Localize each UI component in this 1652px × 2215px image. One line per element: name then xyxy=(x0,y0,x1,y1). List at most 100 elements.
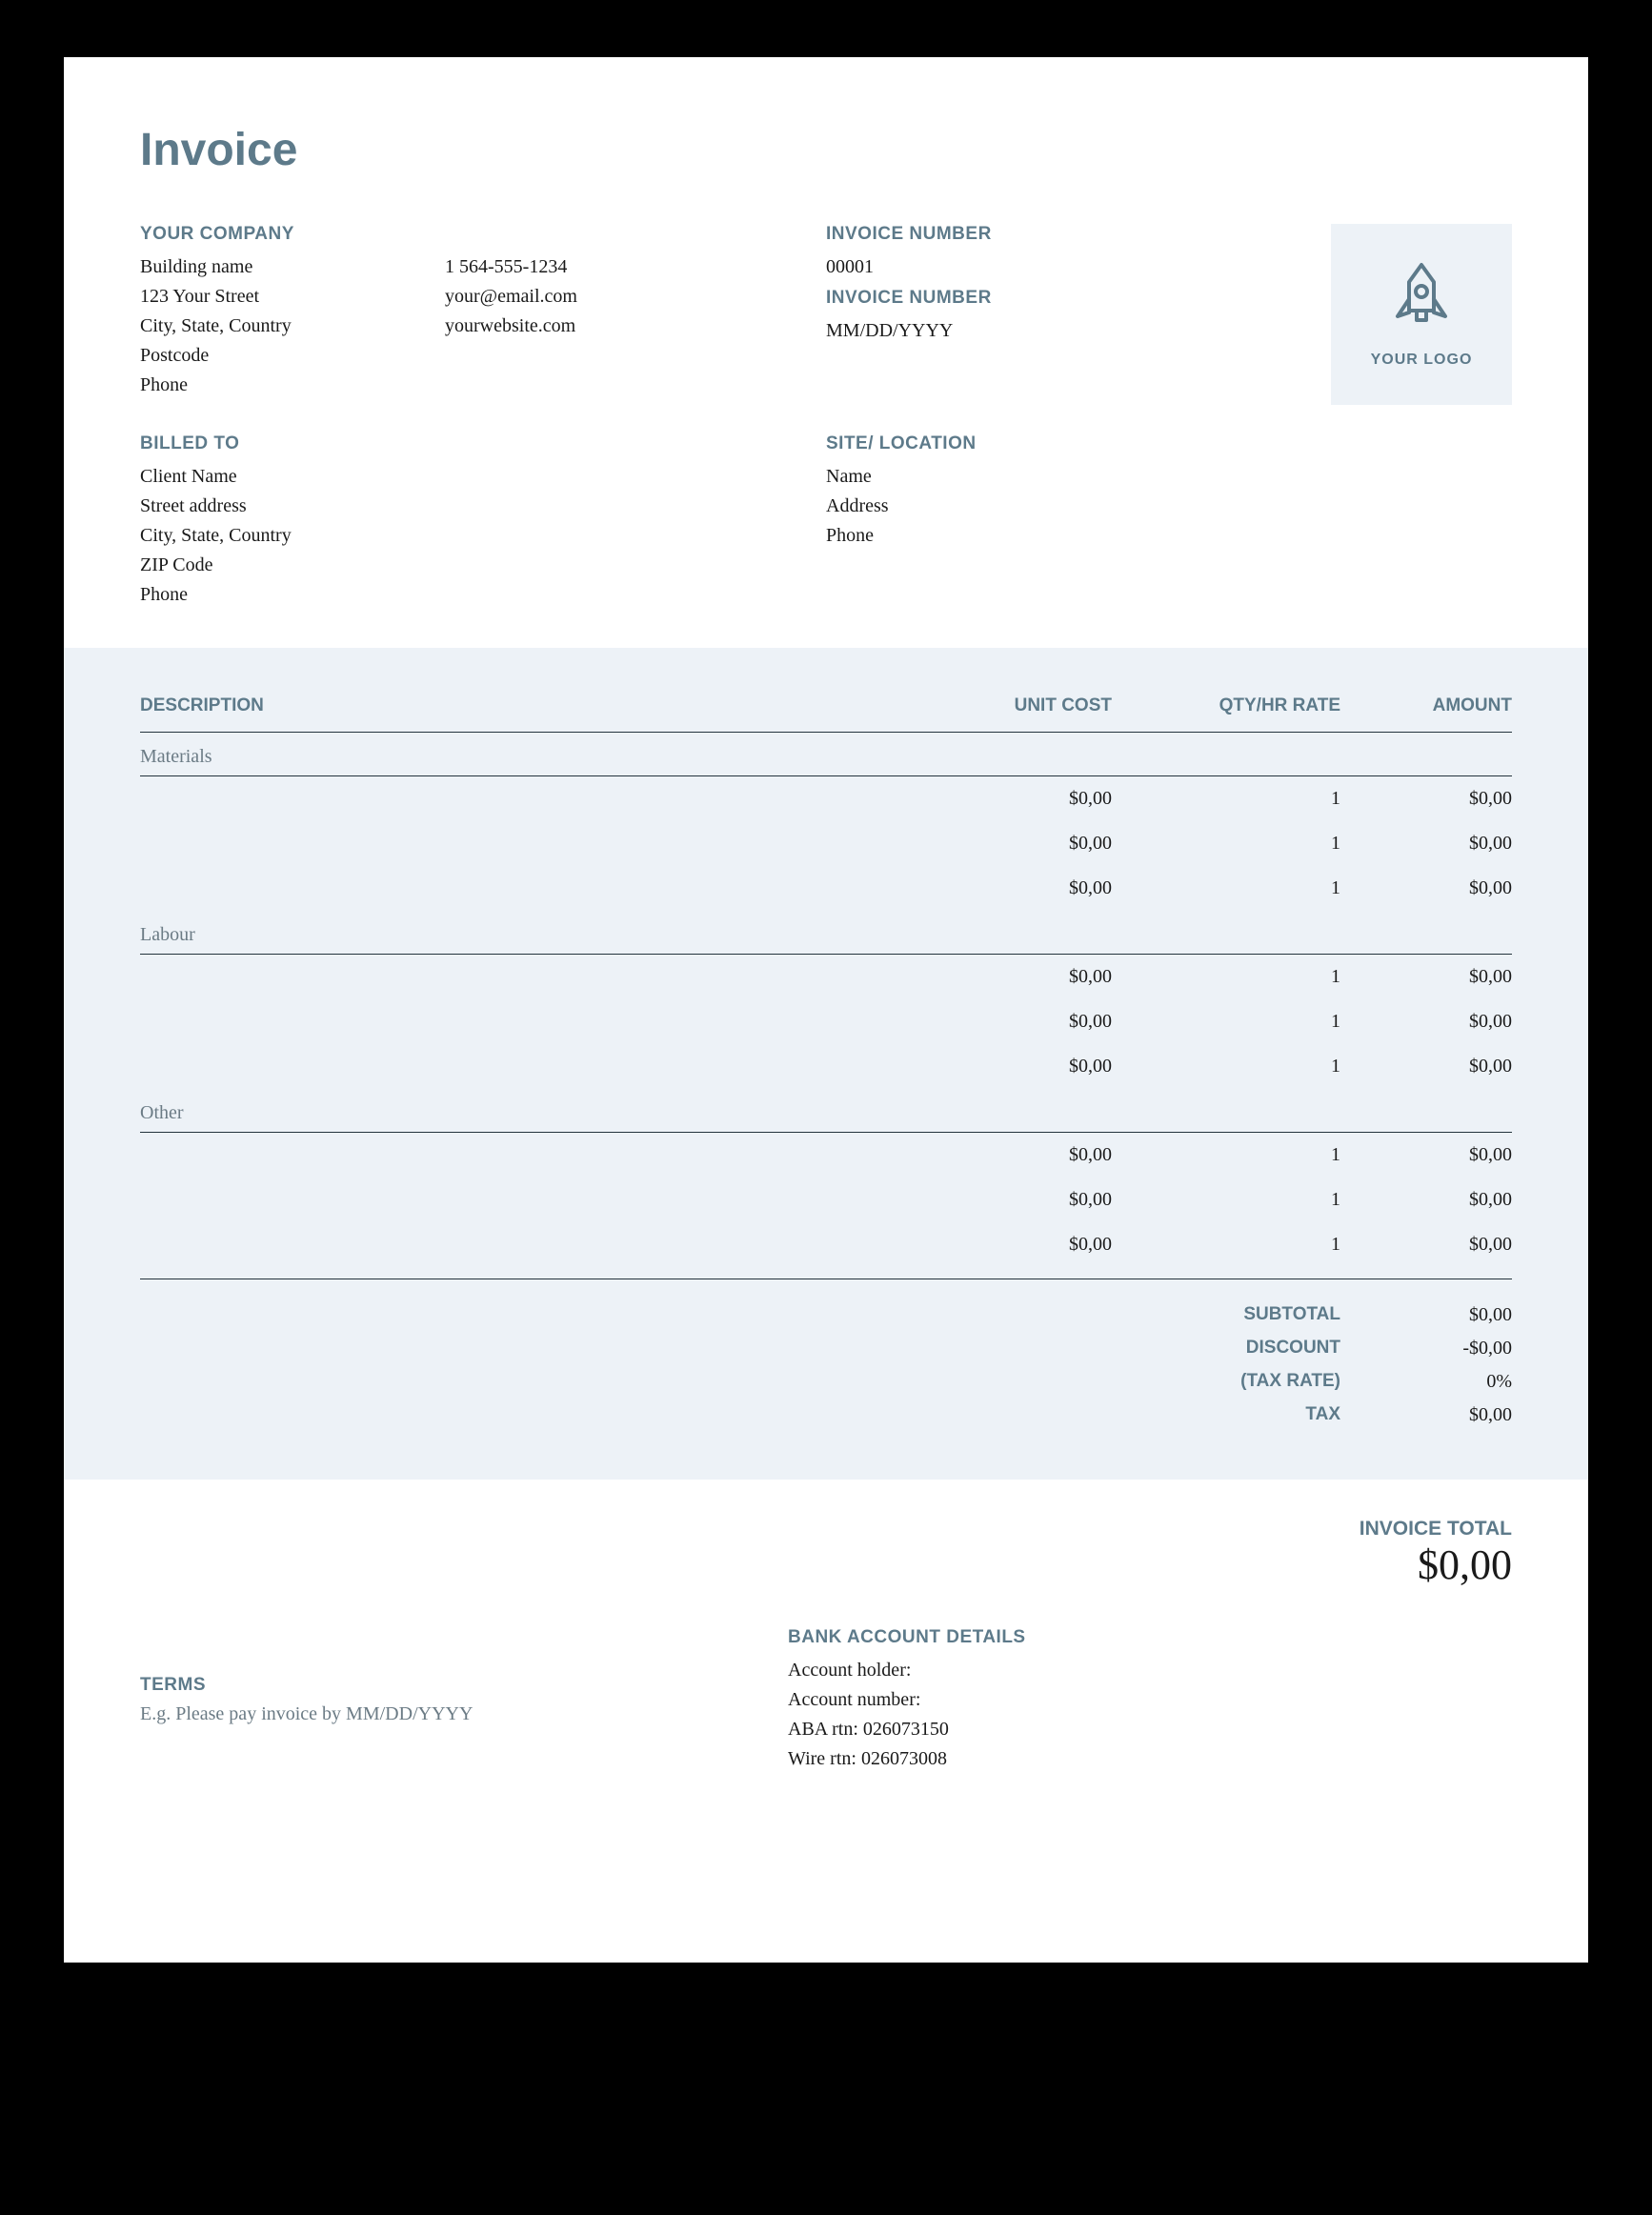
col-header-qty: QTY/HR RATE xyxy=(1112,695,1340,716)
invoice-total-label: INVOICE TOTAL xyxy=(140,1518,1512,1540)
col-header-description: DESCRIPTION xyxy=(140,695,902,716)
cell-amount: $0,00 xyxy=(1340,1056,1512,1077)
invoice-meta-block: INVOICE NUMBER 00001 INVOICE NUMBER MM/D… xyxy=(826,224,1169,405)
billed-line: City, State, Country xyxy=(140,521,712,551)
invoice-number-label: INVOICE NUMBER xyxy=(826,224,1169,245)
company-line: 123 Your Street xyxy=(140,282,407,312)
billed-block: BILLED TO Client Name Street address Cit… xyxy=(140,433,712,610)
invoice-total-value: $0,00 xyxy=(140,1540,1512,1589)
group-label: Other xyxy=(140,1089,1512,1133)
invoice-total-block: INVOICE TOTAL $0,00 xyxy=(140,1518,1512,1589)
cell-qty: 1 xyxy=(1112,1144,1340,1166)
cell-qty: 1 xyxy=(1112,833,1340,855)
cell-description xyxy=(140,1011,902,1033)
terms-text: E.g. Please pay invoice by MM/DD/YYYY xyxy=(140,1703,788,1725)
cell-description xyxy=(140,1056,902,1077)
bank-line: ABA rtn: 026073150 xyxy=(788,1715,1512,1744)
cell-description xyxy=(140,877,902,899)
cell-unit-cost: $0,00 xyxy=(902,966,1112,988)
header-row-2: BILLED TO Client Name Street address Cit… xyxy=(140,433,1512,610)
col-header-amount: AMOUNT xyxy=(1340,695,1512,716)
table-row: $0,001$0,00 xyxy=(140,1044,1512,1089)
billed-line: ZIP Code xyxy=(140,551,712,580)
cell-qty: 1 xyxy=(1112,1234,1340,1256)
contact-block: 1 564-555-1234 your@email.com yourwebsit… xyxy=(445,224,712,405)
logo-placeholder: YOUR LOGO xyxy=(1331,224,1512,405)
summary-row: TAX$0,00 xyxy=(140,1399,1512,1432)
group-label: Labour xyxy=(140,911,1512,955)
bank-block: BANK ACCOUNT DETAILS Account holder: Acc… xyxy=(788,1627,1512,1774)
cell-description xyxy=(140,1189,902,1211)
logo-column: YOUR LOGO xyxy=(1207,224,1512,405)
bank-label: BANK ACCOUNT DETAILS xyxy=(788,1627,1512,1648)
group-label: Materials xyxy=(140,733,1512,776)
table-row: $0,001$0,00 xyxy=(140,821,1512,866)
table-row: $0,001$0,00 xyxy=(140,866,1512,911)
site-line: Phone xyxy=(826,521,1169,551)
table-body: Materials$0,001$0,00$0,001$0,00$0,001$0,… xyxy=(140,733,1512,1267)
line-items-table: DESCRIPTION UNIT COST QTY/HR RATE AMOUNT… xyxy=(140,695,1512,1432)
summary-row: (TAX RATE)0% xyxy=(140,1365,1512,1399)
summary-value: -$0,00 xyxy=(1340,1338,1512,1359)
cell-description xyxy=(140,1144,902,1166)
line-items-section: DESCRIPTION UNIT COST QTY/HR RATE AMOUNT… xyxy=(64,648,1588,1480)
cell-amount: $0,00 xyxy=(1340,788,1512,810)
summary-value: 0% xyxy=(1340,1371,1512,1393)
cell-unit-cost: $0,00 xyxy=(902,1189,1112,1211)
summary-row: SUBTOTAL$0,00 xyxy=(140,1299,1512,1332)
company-label: YOUR COMPANY xyxy=(140,224,407,245)
table-header-row: DESCRIPTION UNIT COST QTY/HR RATE AMOUNT xyxy=(140,695,1512,733)
cell-qty: 1 xyxy=(1112,1056,1340,1077)
logo-caption: YOUR LOGO xyxy=(1371,352,1473,369)
terms-label: TERMS xyxy=(140,1675,788,1696)
bank-line: Wire rtn: 026073008 xyxy=(788,1744,1512,1774)
table-row: $0,001$0,00 xyxy=(140,1222,1512,1267)
company-line: Phone xyxy=(140,371,407,400)
site-block: SITE/ LOCATION Name Address Phone xyxy=(826,433,1169,610)
contact-email: your@email.com xyxy=(445,282,712,312)
company-line: City, State, Country xyxy=(140,312,407,341)
billed-label: BILLED TO xyxy=(140,433,712,454)
company-line: Building name xyxy=(140,252,407,282)
invoice-number: 00001 xyxy=(826,252,1169,282)
invoice-date-label: INVOICE NUMBER xyxy=(826,288,1169,309)
summary-row: DISCOUNT-$0,00 xyxy=(140,1332,1512,1365)
summary-value: $0,00 xyxy=(1340,1404,1512,1426)
summary-value: $0,00 xyxy=(1340,1304,1512,1326)
billed-line: Client Name xyxy=(140,462,712,492)
cell-description xyxy=(140,1234,902,1256)
bank-line: Account holder: xyxy=(788,1656,1512,1685)
table-summary: SUBTOTAL$0,00DISCOUNT-$0,00(TAX RATE)0%T… xyxy=(140,1279,1512,1432)
contact-website: yourwebsite.com xyxy=(445,312,712,341)
table-row: $0,001$0,00 xyxy=(140,1178,1512,1222)
cell-unit-cost: $0,00 xyxy=(902,833,1112,855)
cell-unit-cost: $0,00 xyxy=(902,1144,1112,1166)
cell-qty: 1 xyxy=(1112,1011,1340,1033)
company-line: Postcode xyxy=(140,341,407,371)
site-line: Address xyxy=(826,492,1169,521)
invoice-date: MM/DD/YYYY xyxy=(826,316,1169,346)
cell-qty: 1 xyxy=(1112,788,1340,810)
company-block: YOUR COMPANY Building name 123 Your Stre… xyxy=(140,224,407,405)
cell-unit-cost: $0,00 xyxy=(902,877,1112,899)
table-row: $0,001$0,00 xyxy=(140,1133,1512,1178)
cell-amount: $0,00 xyxy=(1340,1011,1512,1033)
table-row: $0,001$0,00 xyxy=(140,776,1512,821)
cell-amount: $0,00 xyxy=(1340,1234,1512,1256)
cell-qty: 1 xyxy=(1112,966,1340,988)
cell-qty: 1 xyxy=(1112,1189,1340,1211)
bank-line: Account number: xyxy=(788,1685,1512,1715)
cell-amount: $0,00 xyxy=(1340,1189,1512,1211)
cell-qty: 1 xyxy=(1112,877,1340,899)
spacer xyxy=(445,224,712,245)
cell-unit-cost: $0,00 xyxy=(902,1011,1112,1033)
footer-section: INVOICE TOTAL $0,00 TERMS E.g. Please pa… xyxy=(64,1480,1588,1850)
summary-label: TAX xyxy=(1112,1404,1340,1426)
cell-unit-cost: $0,00 xyxy=(902,1056,1112,1077)
invoice-page: Invoice YOUR COMPANY Building name 123 Y… xyxy=(64,57,1588,1963)
cell-description xyxy=(140,833,902,855)
cell-description xyxy=(140,966,902,988)
billed-line: Phone xyxy=(140,580,712,610)
rocket-icon xyxy=(1388,261,1455,338)
cell-unit-cost: $0,00 xyxy=(902,788,1112,810)
